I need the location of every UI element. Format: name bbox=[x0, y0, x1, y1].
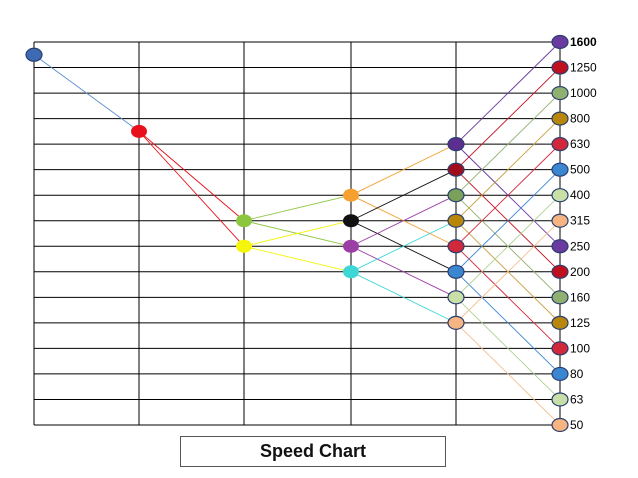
speed-node bbox=[551, 85, 569, 101]
speed-node bbox=[25, 47, 43, 62]
speed-tick-label: 160 bbox=[570, 290, 590, 304]
speed-tick-label: 80 bbox=[570, 367, 584, 381]
speed-link bbox=[455, 118, 561, 222]
speed-node bbox=[551, 290, 569, 305]
speed-tick-label: 800 bbox=[570, 112, 590, 126]
speed-node bbox=[343, 265, 359, 279]
speed-node bbox=[551, 188, 569, 203]
speed-node bbox=[551, 417, 569, 433]
speed-tick-label: 1250 bbox=[570, 61, 597, 75]
speed-node bbox=[236, 239, 252, 253]
speed-tick-label: 630 bbox=[570, 137, 590, 151]
speed-node bbox=[447, 137, 465, 152]
speed-tick-label: 400 bbox=[570, 188, 590, 202]
speed-tick-label: 250 bbox=[570, 239, 590, 253]
speed-tick-label: 63 bbox=[570, 392, 584, 406]
speed-link bbox=[455, 194, 561, 298]
chart-links bbox=[33, 41, 561, 426]
speed-node bbox=[551, 239, 569, 254]
speed-node bbox=[447, 162, 465, 177]
speed-node bbox=[551, 213, 569, 228]
speed-tick-label: 200 bbox=[570, 265, 590, 279]
speed-node bbox=[236, 214, 252, 228]
speed-node bbox=[343, 214, 359, 228]
speed-link bbox=[243, 194, 352, 222]
speed-link bbox=[350, 220, 457, 273]
speed-node bbox=[551, 162, 569, 177]
speed-link bbox=[350, 169, 457, 222]
speed-node bbox=[551, 34, 569, 50]
speed-tick-label: 315 bbox=[570, 214, 590, 228]
speed-link bbox=[455, 92, 561, 196]
speed-node bbox=[447, 213, 465, 228]
speed-link bbox=[455, 297, 561, 400]
speed-node bbox=[551, 392, 569, 407]
speed-link bbox=[455, 143, 561, 247]
speed-node bbox=[551, 341, 569, 356]
speed-node bbox=[343, 239, 359, 253]
speed-link bbox=[138, 131, 245, 222]
chart-title: Speed Chart bbox=[259, 441, 367, 461]
speed-link bbox=[33, 54, 140, 132]
speed-node bbox=[551, 137, 569, 152]
speed-tick-label: 1600 bbox=[570, 35, 597, 49]
speed-node bbox=[447, 188, 465, 203]
speed-link bbox=[455, 67, 561, 170]
speed-tick-label: 125 bbox=[570, 316, 590, 330]
speed-labels: 50 63 80 100 125 160 200 250 315 400 500 630 800 1000… bbox=[570, 35, 597, 432]
chart-grid bbox=[33, 41, 561, 426]
speed-link bbox=[350, 143, 457, 196]
speed-node bbox=[131, 124, 147, 138]
speed-link bbox=[138, 131, 245, 247]
speed-tick-label: 100 bbox=[570, 341, 590, 355]
speed-node bbox=[551, 315, 569, 330]
speed-link bbox=[455, 220, 561, 324]
speed-node bbox=[551, 111, 569, 126]
speed-node bbox=[447, 315, 465, 330]
speed-link bbox=[455, 169, 561, 273]
speed-link bbox=[455, 271, 561, 375]
speed-tick-label: 50 bbox=[570, 418, 584, 432]
speed-link bbox=[243, 245, 352, 273]
speed-node bbox=[551, 264, 569, 279]
speed-link bbox=[455, 245, 561, 349]
speed-node bbox=[447, 290, 465, 305]
speed-node bbox=[551, 60, 569, 75]
speed-node bbox=[343, 188, 359, 202]
speed-tick-label: 1000 bbox=[570, 86, 597, 100]
speed-node bbox=[447, 264, 465, 279]
speed-node bbox=[447, 239, 465, 254]
speed-link bbox=[350, 271, 457, 324]
chart-nodes bbox=[25, 34, 569, 433]
speed-tick-label: 500 bbox=[570, 163, 590, 177]
speed-link bbox=[350, 194, 457, 247]
speed-link bbox=[455, 322, 561, 426]
speed-link bbox=[455, 41, 561, 145]
chart-title-box: Speed Chart bbox=[180, 436, 446, 467]
speed-link bbox=[243, 220, 352, 247]
speed-link bbox=[350, 245, 457, 298]
speed-node bbox=[551, 366, 569, 382]
